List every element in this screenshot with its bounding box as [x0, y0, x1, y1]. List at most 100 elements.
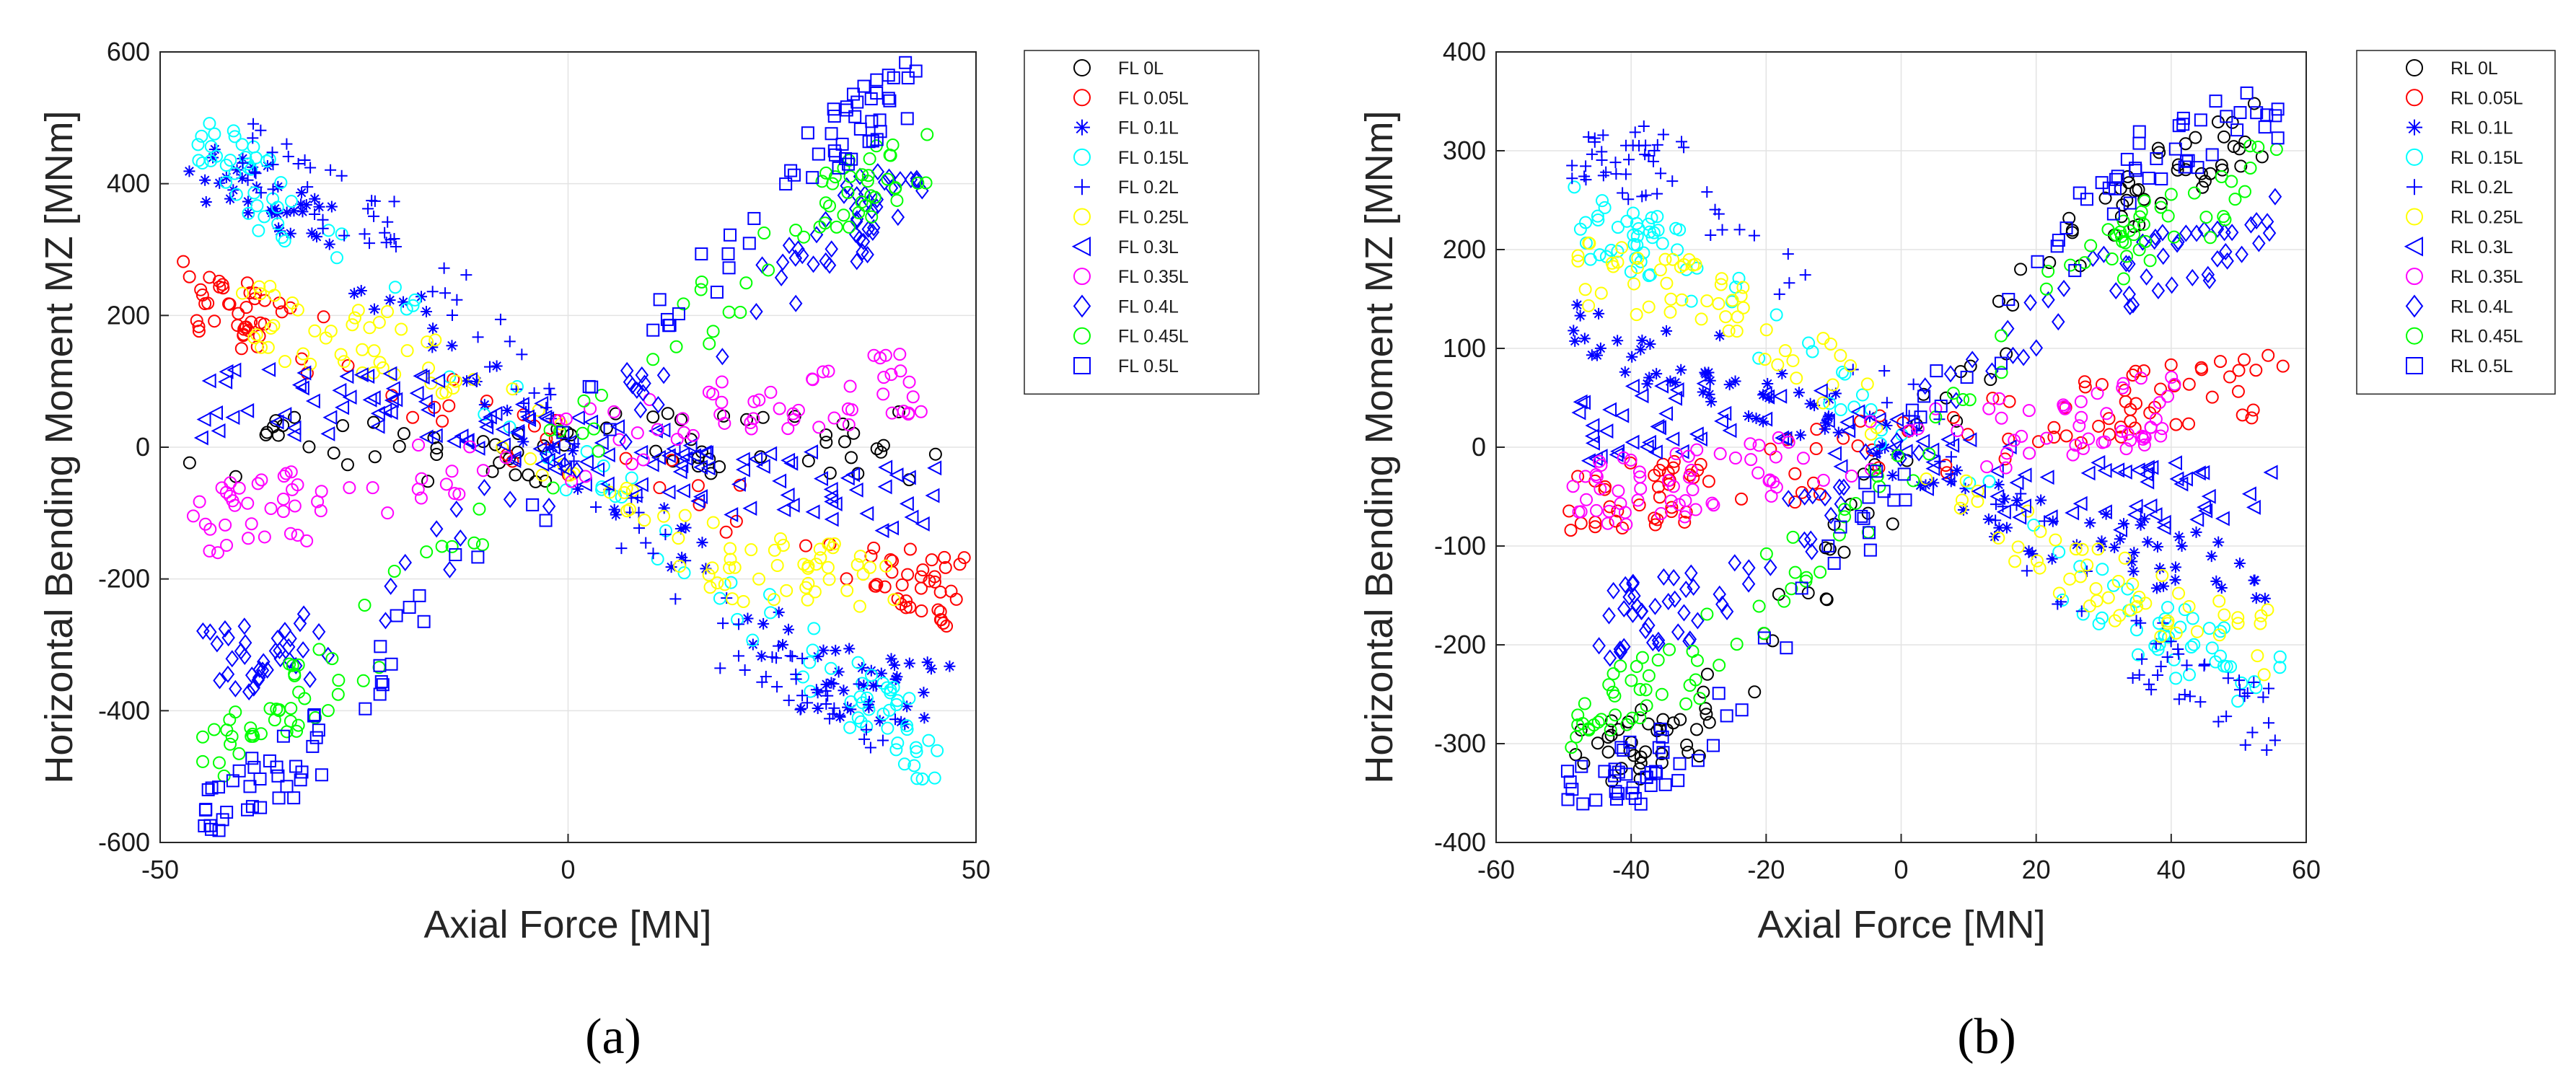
- data-point: [1957, 503, 1969, 516]
- data-point: [245, 729, 258, 743]
- data-point: [1778, 344, 1792, 358]
- data-point: [245, 800, 259, 814]
- data-point: [2248, 677, 2260, 689]
- data-point: [1578, 283, 1592, 296]
- data-point: [488, 438, 502, 452]
- data-point: [2178, 603, 2192, 617]
- data-point: [428, 428, 443, 444]
- data-point: [2096, 436, 2109, 449]
- series-fl-0-5l: [198, 56, 923, 837]
- data-point: [755, 650, 768, 662]
- data-point: [1818, 489, 1832, 507]
- data-point: [1984, 373, 1997, 387]
- data-point: [1694, 457, 1707, 471]
- data-point: [928, 575, 941, 589]
- data-point: [1652, 635, 1666, 653]
- data-point: [332, 382, 347, 398]
- data-point: [2181, 659, 2193, 672]
- y-tick-label: 200: [1443, 234, 1486, 264]
- data-point: [1668, 390, 1683, 406]
- legend-label: RL 0.2L: [2450, 177, 2513, 198]
- data-point: [1766, 634, 1780, 648]
- data-point: [2029, 339, 2044, 357]
- data-point: [1655, 687, 1669, 701]
- data-point: [2139, 466, 2154, 482]
- data-point: [204, 822, 218, 836]
- data-point: [1971, 495, 1984, 509]
- data-point: [1827, 556, 1841, 570]
- data-point: [1838, 503, 1852, 516]
- data-point: [856, 232, 871, 250]
- data-point: [1656, 730, 1669, 744]
- data-point: [294, 773, 307, 787]
- data-point: [2240, 86, 2254, 100]
- data-point: [2154, 563, 2166, 575]
- data-point: [874, 445, 888, 459]
- data-point: [1661, 325, 1673, 337]
- data-point: [630, 426, 644, 440]
- data-point: [836, 417, 850, 431]
- data-point: [1691, 612, 1705, 630]
- data-point: [311, 495, 325, 509]
- data-point: [1625, 434, 1640, 450]
- data-point: [2144, 459, 2159, 475]
- data-point: [676, 551, 688, 563]
- data-point: [806, 255, 820, 273]
- data-point: [2126, 296, 2140, 314]
- data-point: [806, 643, 819, 657]
- data-point: [2217, 210, 2230, 224]
- data-point: [2220, 252, 2234, 270]
- data-point: [1615, 521, 1629, 534]
- data-point: [1596, 194, 1609, 208]
- series-fl-0-4l: [196, 163, 929, 701]
- data-point: [232, 307, 245, 320]
- data-point: [901, 568, 915, 581]
- data-point: [2185, 268, 2199, 286]
- data-point: [576, 426, 589, 440]
- data-point: [845, 703, 857, 716]
- data-point: [296, 641, 310, 659]
- data-point: [1736, 281, 1750, 294]
- data-point: [443, 560, 457, 578]
- data-point: [839, 152, 853, 166]
- data-point: [1706, 739, 1720, 752]
- data-point: [757, 617, 770, 630]
- data-point: [1693, 692, 1707, 705]
- data-point: [889, 673, 902, 685]
- data-point: [2080, 558, 2094, 572]
- data-point: [755, 459, 770, 475]
- data-point: [1859, 443, 1873, 461]
- data-point: [2259, 592, 2271, 604]
- data-point: [1700, 294, 1714, 308]
- data-point: [1666, 175, 1679, 188]
- data-point: [290, 724, 304, 738]
- data-point: [1722, 423, 1737, 439]
- data-point: [2169, 626, 2183, 640]
- data-point: [2108, 182, 2122, 195]
- data-point: [1660, 276, 1674, 290]
- data-point: [192, 320, 206, 333]
- data-point: [842, 418, 856, 431]
- data-point: [1808, 400, 1821, 412]
- data-point: [820, 698, 832, 710]
- y-tick-label: 100: [1443, 333, 1486, 363]
- data-point: [300, 534, 314, 547]
- data-point: [205, 781, 219, 795]
- data-point: [364, 237, 376, 250]
- data-point: [1809, 442, 1823, 456]
- data-point: [366, 481, 379, 495]
- data-point: [2096, 563, 2109, 576]
- data-point: [2137, 218, 2150, 232]
- data-point: [1881, 419, 1893, 431]
- data-point: [291, 529, 304, 542]
- data-point: [195, 289, 209, 302]
- data-point: [275, 305, 289, 319]
- y-tick-label: 600: [107, 37, 150, 66]
- data-point: [1598, 765, 1612, 778]
- data-point: [252, 224, 265, 237]
- data-point: [2246, 726, 2259, 739]
- data-point: [212, 756, 226, 770]
- data-point: [1713, 585, 1726, 603]
- data-point: [920, 128, 934, 141]
